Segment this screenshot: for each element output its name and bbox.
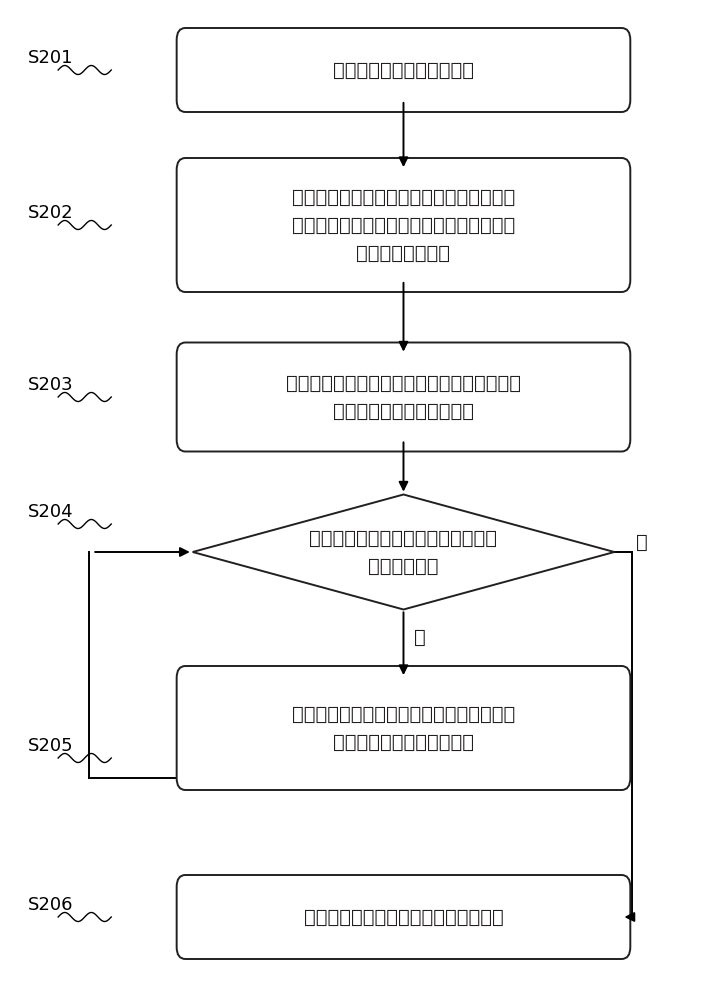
Polygon shape [193,494,614,609]
FancyBboxPatch shape [177,875,630,959]
Text: 压力值判断：当前的压力值是否等于
额定的压力值: 压力值判断：当前的压力值是否等于 额定的压力值 [310,528,497,576]
Text: S203: S203 [28,376,73,394]
Text: S205: S205 [28,737,73,755]
FancyBboxPatch shape [177,342,630,452]
Text: 是: 是 [636,532,648,552]
FancyBboxPatch shape [177,666,630,790]
Text: 温度调节模块：对气体弹簧阻尼器腔室的温
度调节，改变腔室的压力值: 温度调节模块：对气体弹簧阻尼器腔室的温 度调节，改变腔室的压力值 [292,704,515,752]
Text: 信号采集模块：采集当前压力传感器的压力值
并传至上位机进行数据处理: 信号采集模块：采集当前压力传感器的压力值 并传至上位机进行数据处理 [286,373,521,420]
Text: S202: S202 [28,204,73,222]
Text: 设定连接端子的额定压力值: 设定连接端子的额定压力值 [333,60,474,80]
Text: 保持此状态直到接受断开连接器的指令: 保持此状态直到接受断开连接器的指令 [304,908,503,926]
Text: S204: S204 [28,503,73,521]
Text: 否: 否 [414,628,425,647]
Text: S201: S201 [28,49,73,67]
Text: 信号输出模块：控制直线运动机构的运动位
置，使连接器的连接端子与需要对接的信号
输入端端子相接触: 信号输出模块：控制直线运动机构的运动位 置，使连接器的连接端子与需要对接的信号 … [292,188,515,262]
FancyBboxPatch shape [177,158,630,292]
FancyBboxPatch shape [177,28,630,112]
Text: S206: S206 [28,896,73,914]
